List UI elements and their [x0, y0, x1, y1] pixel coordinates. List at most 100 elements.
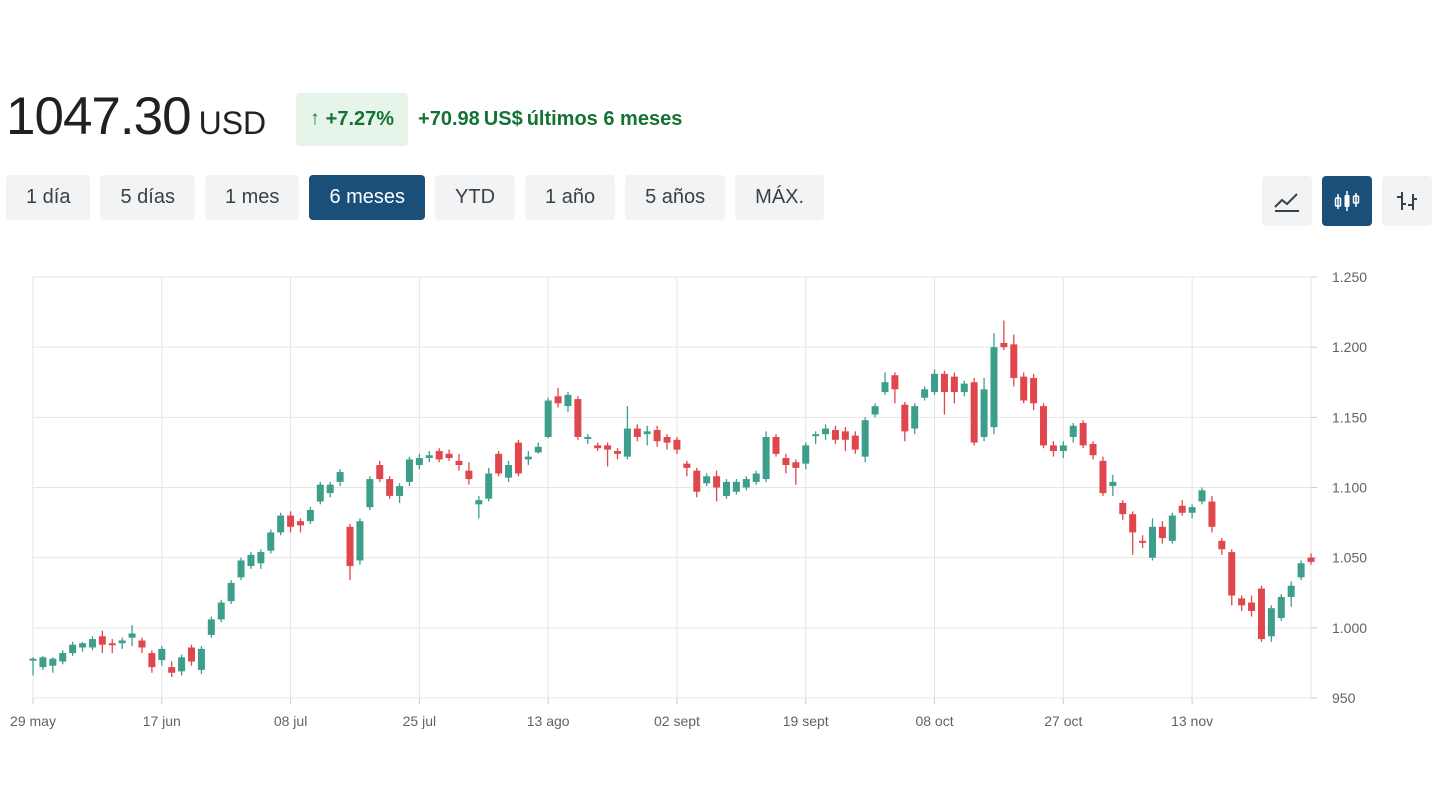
candle-body: [1030, 378, 1038, 404]
y-tick-label: 1.200: [1332, 339, 1367, 355]
candle-body: [356, 521, 364, 561]
candle-body: [970, 382, 978, 443]
candle-body: [1059, 445, 1067, 452]
candle-body: [693, 470, 701, 492]
line-chart-button[interactable]: [1262, 176, 1312, 226]
candle-body: [69, 644, 77, 654]
range-button-max[interactable]: MÁX.: [735, 175, 825, 220]
candle-body: [118, 640, 126, 644]
candle-body: [792, 462, 800, 468]
range-button-1y[interactable]: 1 año: [525, 175, 616, 220]
candle-body: [505, 465, 513, 478]
candle-body: [1099, 460, 1107, 494]
range-button-1m[interactable]: 1 mes: [204, 175, 300, 220]
change-percent: +7.27%: [325, 107, 395, 130]
quote-header: 1047.30 USD ↑ +7.27% +70.98 US$ últimos 6 …: [6, 86, 686, 146]
candle-body: [1129, 514, 1137, 533]
change-period: últimos 6 meses: [526, 107, 683, 130]
candle-body: [485, 473, 493, 499]
candlestick-chart-button[interactable]: [1322, 176, 1372, 226]
candle-body: [247, 554, 255, 567]
candle-body: [296, 521, 304, 526]
candle-body: [415, 458, 423, 466]
candle-body: [931, 373, 939, 393]
range-button-ytd[interactable]: YTD: [435, 175, 516, 220]
candle-body: [683, 463, 691, 468]
candle-body: [1040, 406, 1048, 446]
candle-body: [713, 476, 721, 488]
candle-body: [465, 470, 473, 480]
ohlc-chart-button[interactable]: [1382, 176, 1432, 226]
candlestick-chart-icon: [1334, 191, 1360, 211]
candle-body: [1297, 563, 1305, 578]
candle-body: [277, 515, 285, 533]
candle-body: [1049, 445, 1057, 452]
candle-body: [158, 648, 166, 661]
range-button-5y[interactable]: 5 años: [625, 175, 726, 220]
candle-body: [227, 582, 235, 602]
y-tick-label: 1.050: [1332, 550, 1367, 566]
x-tick-label: 17 jun: [143, 713, 181, 729]
candle-body: [881, 382, 889, 393]
candle-body: [425, 455, 433, 459]
candle-body: [1089, 443, 1097, 456]
candle-body: [772, 436, 780, 454]
candle-body: [88, 639, 96, 648]
x-tick-label: 13 nov: [1171, 713, 1213, 729]
candle-body: [108, 643, 116, 646]
candle-body: [940, 373, 948, 393]
candle-body: [653, 429, 661, 442]
candle-body: [128, 633, 136, 638]
candle-body: [722, 481, 730, 496]
candle-body: [59, 653, 67, 662]
change-absolute-value: +70.98: [418, 107, 480, 130]
candle-body: [1139, 540, 1147, 543]
candle-body: [594, 445, 602, 449]
candle-body: [396, 486, 404, 496]
candle-body: [623, 428, 631, 457]
change-absolute-unit: US$: [483, 107, 523, 130]
candle-body: [891, 375, 899, 390]
candle-body: [1168, 515, 1176, 541]
candle-body: [435, 451, 443, 460]
candle-body: [346, 526, 354, 567]
range-button-1d[interactable]: 1 día: [6, 175, 91, 220]
candle-body: [188, 647, 196, 662]
candle-body: [1119, 502, 1127, 515]
candle-body: [782, 458, 790, 466]
y-tick-label: 1.150: [1332, 409, 1367, 425]
candle-body: [871, 406, 879, 415]
candle-body: [614, 451, 622, 454]
candle-body: [207, 619, 215, 635]
candle-body: [574, 399, 582, 437]
candle-body: [1287, 585, 1295, 597]
x-tick-label: 13 ago: [527, 713, 570, 729]
y-tick-label: 1.250: [1332, 269, 1367, 285]
range-button-5d[interactable]: 5 días: [100, 175, 195, 220]
change-absolute: +70.98 US$ últimos 6 meses: [418, 108, 686, 131]
candle-body: [1307, 557, 1315, 562]
candle-body: [1020, 376, 1028, 401]
candle-body: [1277, 596, 1285, 619]
candle-body: [217, 602, 225, 620]
candle-body: [990, 347, 998, 428]
candle-body: [1148, 526, 1156, 558]
candle-body: [921, 389, 929, 398]
candle-body: [39, 657, 47, 668]
candle-body: [306, 509, 314, 522]
candle-body: [1188, 507, 1196, 513]
range-button-6m[interactable]: 6 meses: [309, 175, 426, 220]
candle-body: [1208, 501, 1216, 527]
candle-body: [901, 404, 909, 432]
candle-body: [752, 473, 760, 482]
candlestick-chart[interactable]: 950 1.000 1.050 1.100 1.150 1.200 1.250 29 may 1…: [0, 260, 1440, 740]
x-tick-label: 25 jul: [403, 713, 436, 729]
candle-body: [49, 658, 57, 666]
candle-body: [98, 636, 106, 645]
candle-body: [366, 479, 374, 508]
candle-body: [544, 400, 552, 437]
candle-body: [534, 446, 542, 453]
candle-body: [1109, 481, 1117, 487]
y-tick-label: 950: [1332, 690, 1356, 706]
x-tick-label: 19 sept: [783, 713, 829, 729]
